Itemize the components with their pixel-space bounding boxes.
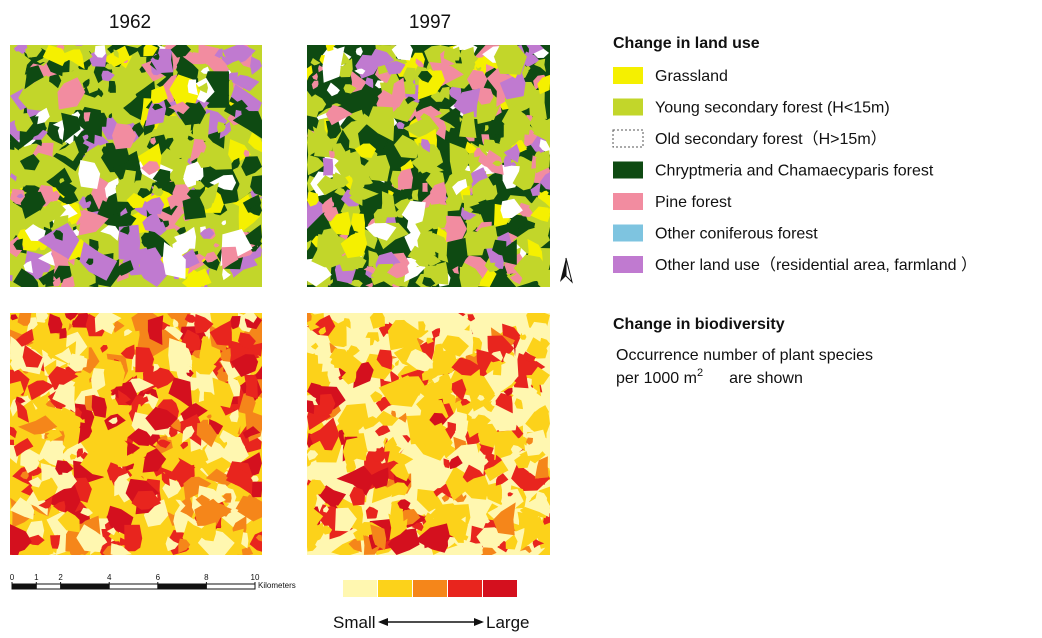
map-patch — [509, 436, 514, 445]
map-patch — [493, 360, 502, 375]
description: Occurrence number of plant species — [616, 347, 873, 364]
legend-label: Grassland — [655, 68, 728, 85]
map-patch — [244, 375, 258, 399]
map-patch — [124, 525, 142, 551]
land-use-legend: Grassland Young secondary forest (H<15m) O… — [613, 67, 977, 274]
ramp-swatch — [448, 580, 482, 597]
year-label: 1997 — [409, 12, 451, 33]
map-patch — [108, 81, 116, 93]
scale-tick-label: 4 — [107, 573, 112, 582]
scale-bar-frame — [12, 584, 255, 589]
ramp-arrow — [378, 618, 484, 626]
year-label: 1962 — [109, 12, 151, 33]
description: are shown — [729, 370, 803, 387]
scale-bar-segment — [158, 584, 207, 589]
description: per 1000 m2 are shown — [616, 367, 803, 387]
legend-swatch — [613, 99, 643, 116]
ramp-swatch — [343, 580, 377, 597]
legend-label: Old secondary forest（H>15m） — [655, 130, 887, 148]
legend-label: Young secondary forest (H<15m) — [655, 100, 890, 117]
scale-unit: Kilometers — [258, 581, 296, 590]
map-patch — [323, 158, 334, 176]
scale-bar: 01246810Kilometers — [10, 573, 296, 590]
north-arrow — [560, 258, 572, 282]
scale-tick-label: 8 — [204, 573, 209, 582]
legend-label: Other land use（residential area, farmlan… — [655, 256, 977, 274]
scale-tick-label: 0 — [10, 573, 15, 582]
scale-tick-label: 2 — [58, 573, 63, 582]
ramp-swatch — [413, 580, 447, 597]
ramp-high-label: Large — [486, 613, 529, 632]
scale-bar-segment — [12, 584, 36, 589]
legend-label: Other coniferous forest — [655, 226, 818, 243]
legend-swatch — [613, 225, 643, 242]
maps — [10, 45, 550, 555]
legend-title: Change in land use — [613, 35, 760, 52]
superscript: 2 — [697, 367, 703, 379]
legend-label: Pine forest — [655, 194, 732, 211]
figure: 1962 1997 Change in land use Grassland Yo… — [0, 0, 1042, 633]
legend-swatch — [613, 256, 643, 273]
ramp-swatch — [483, 580, 517, 597]
scale-tick-label: 1 — [34, 573, 39, 582]
scale-bar-segment — [61, 584, 110, 589]
legend-title: Change in biodiversity — [613, 316, 785, 333]
map-patch — [412, 189, 419, 200]
biodiversity-ramp — [343, 580, 517, 597]
legend-swatch — [613, 67, 643, 84]
legend-label: Chryptmeria and Chamaecyparis forest — [655, 163, 934, 180]
scale-tick-label: 6 — [156, 573, 161, 582]
legend-swatch — [613, 130, 643, 147]
legend-swatch — [613, 162, 643, 179]
map-patch — [422, 183, 427, 192]
legend-swatch — [613, 193, 643, 210]
ramp-low-label: Small — [333, 613, 376, 632]
ramp-swatch — [378, 580, 412, 597]
description: per 1000 m — [616, 370, 697, 387]
